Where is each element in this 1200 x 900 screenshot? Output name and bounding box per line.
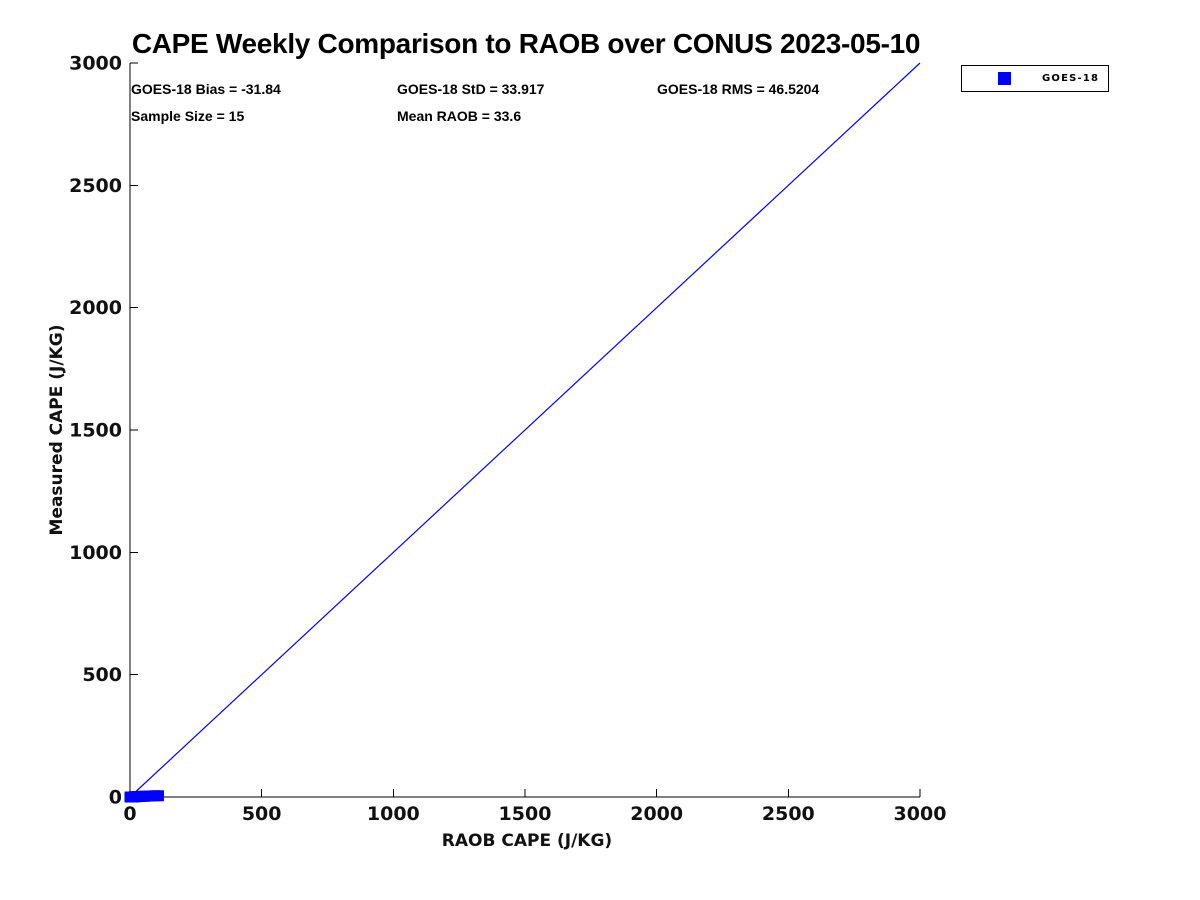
legend-square-marker-icon [998,72,1011,85]
x-tick-label: 1000 [367,803,420,825]
stat-bias: GOES-18 Bias = -31.84 [131,81,281,97]
x-tick-label: 500 [242,803,282,825]
legend-label: GOES-18 [1042,73,1100,84]
x-tick-label: 1500 [499,803,552,825]
y-axis-label: Measured CAPE (J/KG) [47,324,67,536]
x-tick-label: 2500 [762,803,815,825]
stat-sample-size: Sample Size = 15 [131,108,245,124]
x-axis-label: RAOB CAPE (J/KG) [441,831,613,851]
chart-title: CAPE Weekly Comparison to RAOB over CONU… [131,28,921,59]
x-tick-label: 0 [123,803,136,825]
y-tick-label: 3000 [69,53,122,75]
stat-rms: GOES-18 RMS = 46.5204 [657,81,820,97]
x-tick-label: 3000 [894,803,947,825]
stat-mean-raob: Mean RAOB = 33.6 [397,108,522,124]
x-tick-label: 2000 [630,803,683,825]
scatter-point [152,790,164,802]
y-tick-label: 0 [109,787,122,809]
y-tick-label: 1000 [69,542,122,564]
y-tick-label: 2000 [69,297,122,319]
legend: GOES-18 [961,65,1109,92]
y-tick-label: 1500 [69,420,122,442]
y-tick-label: 500 [82,664,122,686]
stat-std: GOES-18 StD = 33.917 [397,81,545,97]
y-tick-label: 2500 [69,175,122,197]
identity-line [129,62,921,798]
scatter-point [143,790,155,802]
